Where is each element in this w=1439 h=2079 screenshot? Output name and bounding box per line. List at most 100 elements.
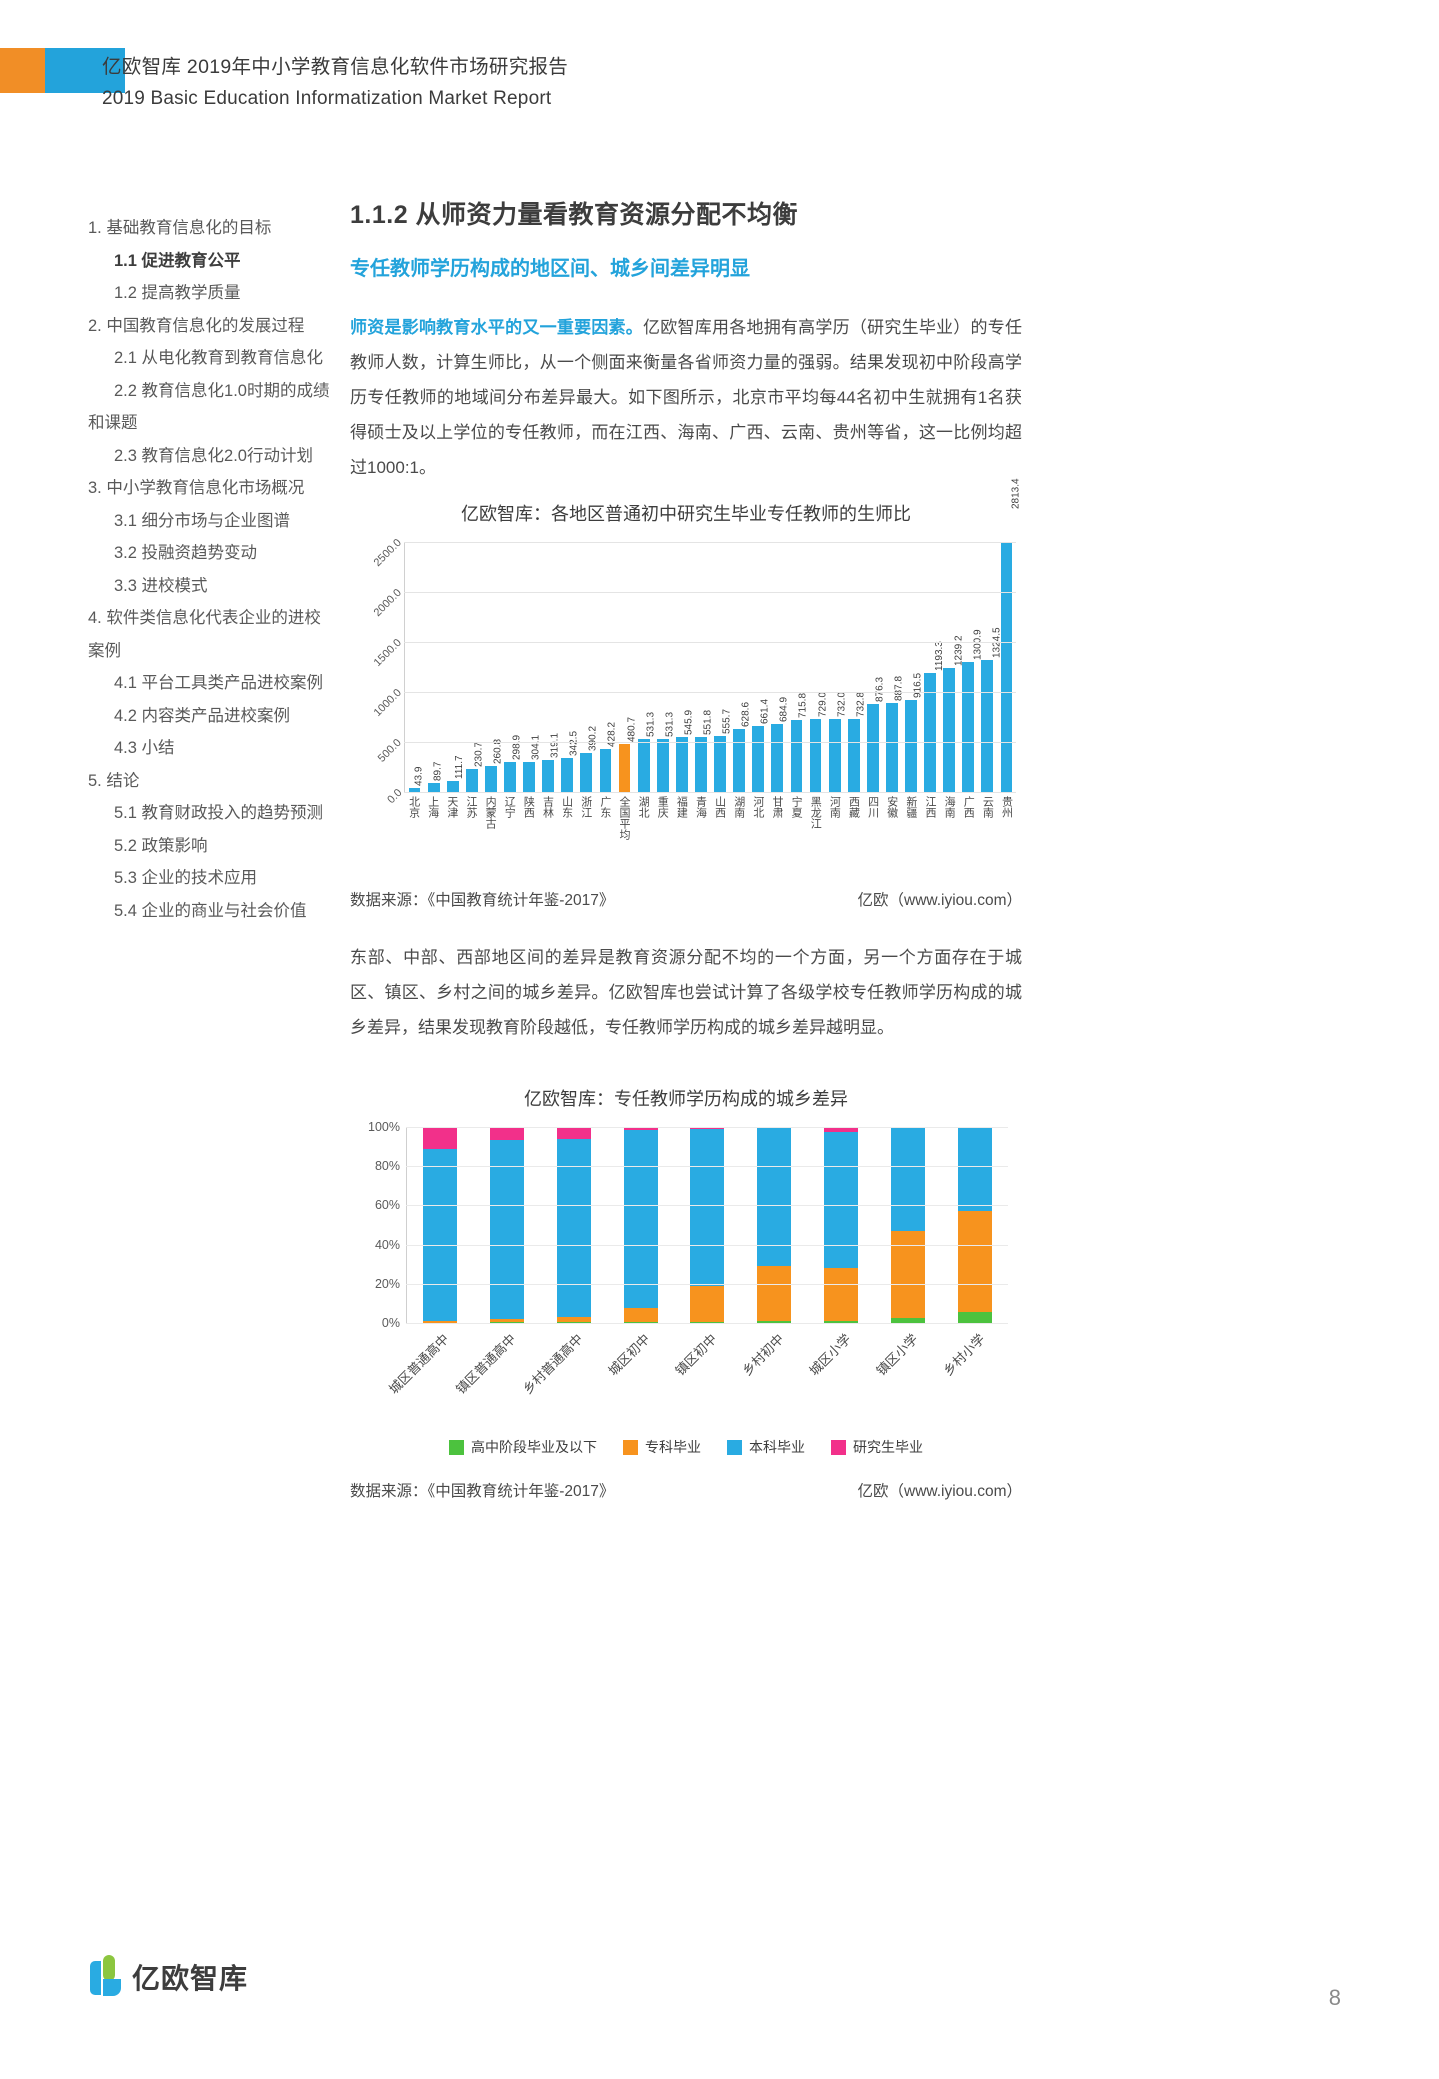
chart2-gridline bbox=[406, 1166, 1008, 1168]
chart2-segment bbox=[690, 1128, 725, 1287]
paragraph-lead: 师资是影响教育水平的又一重要因素。 bbox=[350, 318, 644, 337]
chart2-source-label: 数据来源：《中国教育统计年鉴-2017》 bbox=[350, 1483, 615, 1500]
chart1-bar-column: 531.3 bbox=[653, 542, 675, 792]
chart1-value-label: 43.9 bbox=[413, 766, 425, 786]
chart1-source-row: 数据来源：《中国教育统计年鉴-2017》 亿欧（www.iyiou.com） bbox=[350, 888, 1022, 910]
chart2-segment bbox=[423, 1320, 458, 1323]
chart1-source-label: 数据来源：《中国教育统计年鉴-2017》 bbox=[350, 892, 615, 909]
chart1-bar bbox=[714, 736, 726, 792]
chart1-bar-column: 1324.5 bbox=[978, 542, 1003, 792]
chart1-bar-column: 732.8 bbox=[844, 542, 866, 792]
toc-item-8[interactable]: 3. 中小学教育信息化市场概况 bbox=[88, 479, 305, 497]
toc-item-15[interactable]: 4.2 内容类产品进校案例 bbox=[114, 706, 291, 725]
chart2-xlabel: 乡村小学 bbox=[939, 1331, 988, 1379]
chart2-segment bbox=[824, 1127, 859, 1132]
chart2-x-axis-labels: 城区普通高中 镇区普通高中 乡村普通高中 城区初中 镇区初中 乡村初中 城区小学 镇区小学 乡村… bbox=[386, 1323, 1008, 1421]
chart2-segment bbox=[623, 1322, 658, 1323]
legend-label: 研究生毕业 bbox=[853, 1439, 923, 1455]
chart1-gridline bbox=[404, 592, 1016, 593]
toc-item-14[interactable]: 4.1 平台工具类产品进校案例 bbox=[114, 674, 324, 692]
chart1-xlabel: 广西 bbox=[962, 796, 975, 818]
toc-item-21[interactable]: 5.4 企业的商业与社会价值 bbox=[114, 901, 307, 920]
header-title-en: 2019 Basic Education Informatization Mar… bbox=[102, 88, 552, 109]
chart2-segment bbox=[824, 1268, 859, 1322]
chart1-value-label: 2813.4 bbox=[1010, 478, 1022, 509]
chart2-ytick: 100% bbox=[368, 1120, 400, 1134]
chart1-xlabel: 辽宁 bbox=[503, 796, 516, 818]
chart1-bar bbox=[752, 725, 765, 792]
chart1-bar-column: 555.7 bbox=[711, 542, 733, 792]
chart2-segment bbox=[556, 1138, 591, 1317]
chart2-stacked-bar bbox=[690, 1127, 725, 1323]
chart1-bar bbox=[790, 720, 803, 792]
toc-item-11[interactable]: 3.3 进校模式 bbox=[114, 576, 208, 595]
chart1-bar bbox=[618, 743, 631, 792]
chart1-bar-column: 304.1 bbox=[520, 542, 542, 792]
toc-item-5[interactable]: 2.2 教育信息化1.0时期的成绩 bbox=[114, 381, 330, 400]
chart2-bars bbox=[407, 1127, 1008, 1323]
chart1-xlabel: 河南 bbox=[828, 796, 841, 818]
toc-item-18[interactable]: 5.1 教育财政投入的趋势预测 bbox=[114, 804, 324, 822]
chart1-bar bbox=[485, 765, 497, 792]
chart1-y-axis: 0.0 500.0 1000.0 1500.0 2000.0 2500.0 bbox=[350, 537, 404, 806]
toc-item-16[interactable]: 4.3 小结 bbox=[114, 739, 175, 757]
chart1-bar bbox=[847, 718, 860, 792]
chart2-segment bbox=[890, 1317, 925, 1323]
chart1-xlabel: 新疆 bbox=[904, 796, 917, 818]
chart2-xlabel: 镇区普通高中 bbox=[453, 1331, 520, 1397]
chart1-bar bbox=[733, 729, 746, 792]
chart2-segment bbox=[490, 1139, 525, 1320]
legend-swatch-icon bbox=[623, 1439, 638, 1455]
chart1-xlabel: 全国平均 bbox=[617, 796, 630, 840]
toc-item-20[interactable]: 5.3 企业的技术应用 bbox=[114, 869, 258, 887]
toc-item-4[interactable]: 2.1 从电化教育到教育信息化 bbox=[114, 349, 324, 367]
chart2-segment bbox=[957, 1211, 992, 1313]
chart1-bar-column: 916.5 bbox=[901, 542, 924, 792]
chart2-group bbox=[808, 1127, 1008, 1323]
chart1-bar bbox=[771, 723, 784, 792]
toc-item-0[interactable]: 1. 基础教育信息化的目标 bbox=[88, 219, 272, 237]
chart2-gridline bbox=[406, 1205, 1008, 1207]
chart1-bar bbox=[981, 659, 994, 792]
chart2-segment bbox=[690, 1321, 725, 1323]
toc-item-2[interactable]: 1.2 提高教学质量 bbox=[114, 284, 241, 302]
chart1-bar-column: 1300.9 bbox=[959, 542, 984, 792]
toc-item-6[interactable]: 和课题 bbox=[88, 414, 138, 432]
chart2-segment bbox=[957, 1312, 992, 1323]
chart1-bar bbox=[866, 704, 879, 792]
toc-item-3[interactable]: 2. 中国教育信息化的发展过程 bbox=[88, 316, 305, 335]
chart1-bar bbox=[943, 668, 956, 792]
toc-item-13[interactable]: 案例 bbox=[88, 641, 121, 660]
chart1-bar bbox=[885, 703, 898, 792]
chart1-xlabel: 山西 bbox=[713, 796, 726, 818]
chart2-segment bbox=[757, 1266, 792, 1321]
toc-item-12[interactable]: 4. 软件类信息化代表企业的进校 bbox=[88, 609, 321, 627]
chart1-xlabel: 青海 bbox=[694, 796, 707, 818]
chart1-bar-column: 551.8 bbox=[691, 542, 713, 792]
chart2-ytick: 0% bbox=[381, 1316, 400, 1330]
chart1-xlabel: 重庆 bbox=[656, 796, 669, 818]
chart1-bar-column: 628.6 bbox=[730, 542, 752, 792]
chart1-bar bbox=[580, 752, 593, 792]
toc-item-7[interactable]: 2.3 教育信息化2.0行动计划 bbox=[114, 446, 313, 465]
chart2-gridline bbox=[406, 1244, 1008, 1246]
toc-item-19[interactable]: 5.2 政策影响 bbox=[114, 836, 208, 855]
chart2-stacked-bar bbox=[623, 1127, 658, 1323]
chart2-segment bbox=[957, 1127, 992, 1212]
chart1-bar bbox=[656, 738, 669, 792]
section-subheading: 专任教师学历构成的地区间、城乡间差异明显 bbox=[350, 258, 750, 280]
toc-item-10[interactable]: 3.2 投融资趋势变动 bbox=[114, 544, 258, 562]
chart1-gridline bbox=[404, 642, 1016, 643]
chart1-bar bbox=[542, 760, 555, 792]
chart2-ytick: 40% bbox=[374, 1237, 400, 1252]
toc-item-17[interactable]: 5. 结论 bbox=[88, 771, 140, 790]
chart1-bar-column: 342.5 bbox=[558, 542, 580, 792]
chart1-bar-column: 661.4 bbox=[749, 542, 771, 792]
toc-item-1[interactable]: 1.1 促进教育公平 bbox=[114, 251, 241, 270]
toc-item-9[interactable]: 3.1 细分市场与企业图谱 bbox=[114, 511, 291, 530]
chart1-axis-line bbox=[404, 542, 405, 792]
chart1-xlabel: 甘肃 bbox=[770, 796, 783, 818]
chart2-segment bbox=[824, 1131, 859, 1269]
chart2-stacked-bar bbox=[824, 1127, 859, 1323]
chart1-xlabel: 浙江 bbox=[579, 796, 592, 818]
